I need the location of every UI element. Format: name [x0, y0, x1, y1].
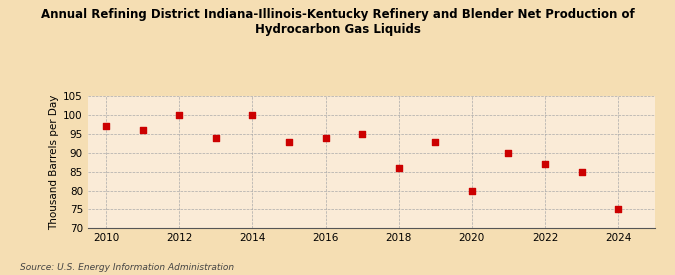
Point: [101, 124, 111, 129]
Point: [247, 113, 258, 117]
Point: [466, 188, 477, 193]
Point: [539, 162, 550, 166]
Point: [576, 169, 587, 174]
Point: [320, 136, 331, 140]
Point: [356, 132, 367, 136]
Text: Source: U.S. Energy Information Administration: Source: U.S. Energy Information Administ…: [20, 263, 234, 272]
Point: [211, 136, 221, 140]
Point: [613, 207, 624, 211]
Point: [503, 151, 514, 155]
Point: [284, 139, 294, 144]
Point: [137, 128, 148, 132]
Y-axis label: Thousand Barrels per Day: Thousand Barrels per Day: [49, 95, 59, 230]
Text: Annual Refining District Indiana-Illinois-Kentucky Refinery and Blender Net Prod: Annual Refining District Indiana-Illinoi…: [40, 8, 634, 36]
Point: [394, 166, 404, 170]
Point: [173, 113, 184, 117]
Point: [430, 139, 441, 144]
